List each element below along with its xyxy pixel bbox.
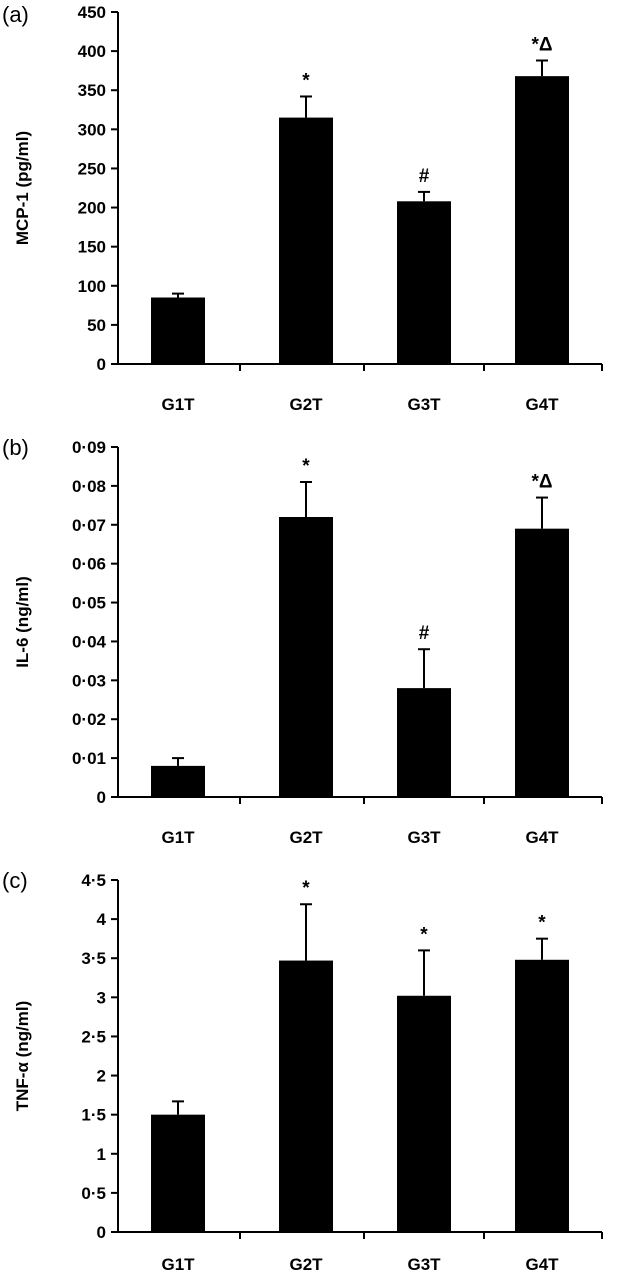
category-label: G2T	[289, 1255, 323, 1274]
category-label: G4T	[525, 1255, 559, 1274]
significance-marker: #	[419, 623, 430, 644]
significance-marker: *	[538, 913, 546, 934]
bar-g2t	[279, 517, 333, 797]
significance-marker: *Δ	[531, 472, 552, 493]
y-tick-label: 0·02	[72, 710, 106, 729]
y-tick-label: 0·07	[72, 516, 106, 535]
y-tick-label: 0	[97, 1223, 106, 1242]
y-tick-label: 0·03	[72, 671, 106, 690]
category-label: G4T	[525, 828, 559, 847]
bar-g4t	[515, 528, 569, 797]
y-tick-label: 400	[78, 42, 106, 61]
y-tick-label: 350	[78, 81, 106, 100]
panel-b: (b) IL-6 (ng/ml) 0 0·01 0·02 0·03 0·04 0·05 0·06…	[2, 435, 603, 847]
y-tick-label: 4	[97, 910, 107, 929]
y-tick-label: 0·08	[72, 477, 106, 496]
significance-marker: *	[302, 70, 310, 91]
y-tick-label: 300	[78, 120, 106, 139]
y-tick-label: 0·09	[72, 438, 106, 457]
y-tick-label: 150	[78, 238, 106, 257]
panel-label: (c)	[2, 868, 28, 893]
bar-g4t	[515, 959, 569, 1232]
category-label: G3T	[407, 828, 441, 847]
panel-c: (c) TNF-α (ng/ml) 0 0·5 1 1·5 2 2·5 3 3·5 4 4·5 G1T *…	[2, 868, 603, 1274]
y-axis-label: MCP-1 (pg/ml)	[13, 131, 32, 245]
significance-marker: *	[420, 924, 428, 945]
bar-g4t	[515, 76, 569, 365]
panel-label: (b)	[2, 435, 29, 460]
y-tick-label: 250	[78, 159, 106, 178]
significance-marker: *	[302, 878, 310, 899]
bar-g3t	[397, 995, 451, 1232]
y-tick-label: 0·04	[72, 632, 107, 651]
y-tick-label: 3·5	[81, 949, 106, 968]
y-tick-label: 450	[78, 3, 106, 22]
bar-g3t	[397, 688, 451, 797]
y-tick-label: 0·05	[72, 594, 106, 613]
significance-marker: #	[419, 166, 430, 187]
y-tick-label: 1	[97, 1145, 106, 1164]
y-tick-label: 0·01	[72, 749, 106, 768]
y-tick-label: 4·5	[81, 871, 106, 890]
significance-marker: *Δ	[531, 34, 552, 55]
category-label: G4T	[525, 395, 559, 414]
y-tick-label: 0	[97, 788, 106, 807]
significance-marker: *	[302, 456, 310, 477]
y-tick-label: 200	[78, 199, 106, 218]
y-tick-label: 2	[97, 1067, 106, 1086]
panel-label: (a)	[2, 2, 29, 27]
y-tick-label: 1·5	[81, 1106, 106, 1125]
category-label: G1T	[161, 828, 195, 847]
bar-g3t	[397, 201, 451, 364]
bar-g2t	[279, 960, 333, 1232]
y-tick-label: 0·5	[81, 1184, 106, 1203]
y-tick-label: 3	[97, 988, 106, 1007]
y-axis-label: IL-6 (ng/ml)	[13, 576, 32, 668]
y-tick-label: 2·5	[81, 1027, 106, 1046]
y-axis-label: TNF-α (ng/ml)	[13, 1001, 32, 1112]
y-tick-label: 0	[97, 355, 106, 374]
category-label: G3T	[407, 395, 441, 414]
y-tick-label: 50	[87, 316, 106, 335]
category-label: G3T	[407, 1255, 441, 1274]
category-label: G1T	[161, 395, 195, 414]
category-label: G1T	[161, 1255, 195, 1274]
panel-a: (a) MCP-1 (pg/ml) 0 50 100 150 200 250 300 350 400…	[2, 2, 603, 414]
bar-g1t	[151, 765, 205, 797]
y-tick-label: 100	[78, 277, 106, 296]
category-label: G2T	[289, 828, 323, 847]
category-label: G2T	[289, 395, 323, 414]
bar-g1t	[151, 1114, 205, 1232]
bar-g1t	[151, 297, 205, 364]
y-tick-label: 0·06	[72, 555, 106, 574]
bar-g2t	[279, 117, 333, 364]
